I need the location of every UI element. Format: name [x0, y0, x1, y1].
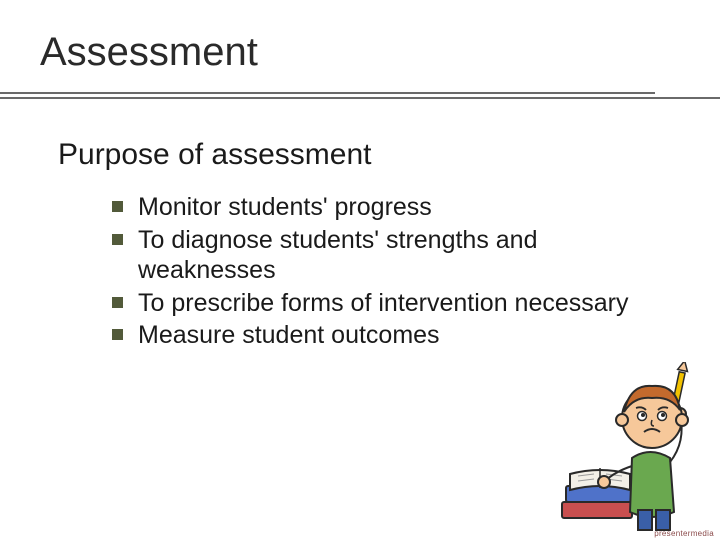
list-item-text: To diagnose students' strengths and weak… [138, 226, 538, 285]
list-item-text: Measure student outcomes [138, 321, 440, 349]
square-bullet-icon [112, 201, 123, 212]
list-item: To prescribe forms of intervention neces… [112, 288, 672, 319]
list-item: To diagnose students' strengths and weak… [112, 225, 672, 286]
list-item: Measure student outcomes [112, 320, 672, 351]
slide-title: Assessment [40, 30, 258, 75]
watermark-text: presentermedia [654, 529, 714, 538]
list-item-text: Monitor students' progress [138, 193, 432, 221]
student-clipart [552, 362, 712, 532]
title-divider [0, 92, 720, 99]
square-bullet-icon [112, 329, 123, 340]
list-item: Monitor students' progress [112, 192, 672, 223]
square-bullet-icon [112, 234, 123, 245]
slide: Assessment Purpose of assessment Monitor… [0, 0, 720, 540]
slide-subtitle: Purpose of assessment [58, 138, 372, 172]
square-bullet-icon [112, 297, 123, 308]
bullet-list: Monitor students' progress To diagnose s… [112, 192, 672, 353]
list-item-text: To prescribe forms of intervention neces… [138, 289, 629, 317]
